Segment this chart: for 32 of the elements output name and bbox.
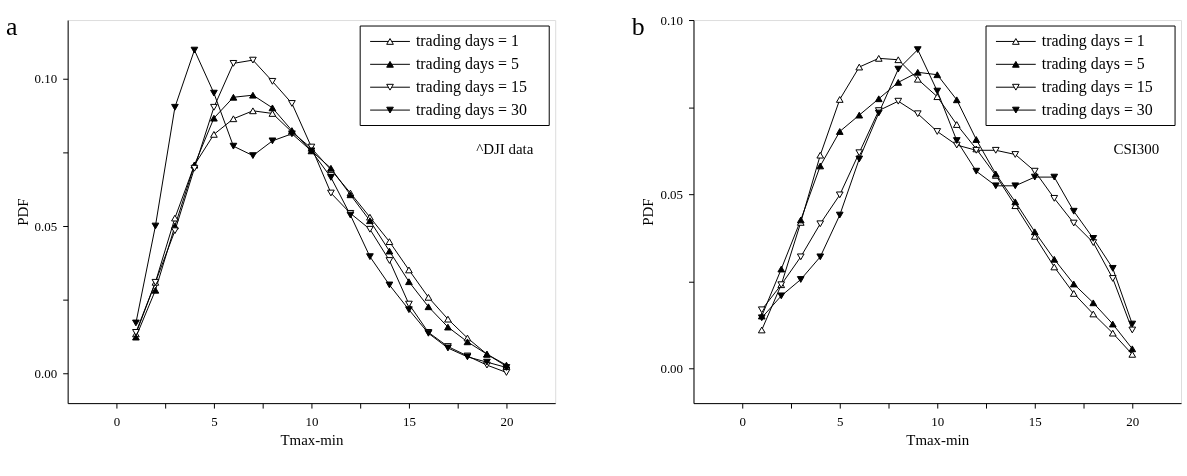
legend-label: trading days = 30 — [415, 101, 527, 120]
legend-label: trading days = 5 — [1041, 55, 1145, 74]
x-tick-label: 5 — [837, 414, 844, 430]
x-tick-label: 0 — [739, 414, 746, 430]
x-tick-label: 15 — [402, 414, 416, 430]
y-tick-label: 0.05 — [660, 186, 684, 202]
x-tick-label: 10 — [305, 414, 319, 430]
y-tick-label: 0.00 — [660, 360, 684, 376]
y-tick-label: 0.10 — [660, 12, 684, 28]
x-tick-label: 15 — [1028, 414, 1042, 430]
x-tick-label: 10 — [931, 414, 945, 430]
annotation: CSI300 — [1113, 141, 1160, 158]
y-tick-label: 0.00 — [34, 366, 58, 382]
legend-label: trading days = 15 — [1041, 78, 1153, 97]
x-axis-title: Tmax-min — [280, 432, 344, 449]
legend-label: trading days = 1 — [1041, 32, 1145, 51]
y-axis-title: PDF — [640, 198, 657, 226]
legend-label: trading days = 1 — [415, 32, 519, 51]
text: a — [5, 11, 18, 41]
x-tick-label: 20 — [1126, 414, 1140, 430]
x-tick-label: 20 — [500, 414, 514, 430]
legend-label: trading days = 30 — [1041, 101, 1153, 120]
legend-label: trading days = 5 — [415, 55, 520, 74]
x-tick-label: 0 — [113, 414, 121, 430]
annotation: ^DJI data — [476, 141, 534, 158]
y-tick-label: 0.10 — [34, 71, 58, 87]
y-tick-label: 0.05 — [34, 218, 58, 234]
y-axis-title: PDF — [14, 198, 31, 226]
x-tick-label: 5 — [211, 414, 218, 430]
legend-label: trading days = 15 — [415, 78, 527, 97]
text: b — [631, 11, 645, 41]
x-axis-title: Tmax-min — [906, 432, 970, 449]
